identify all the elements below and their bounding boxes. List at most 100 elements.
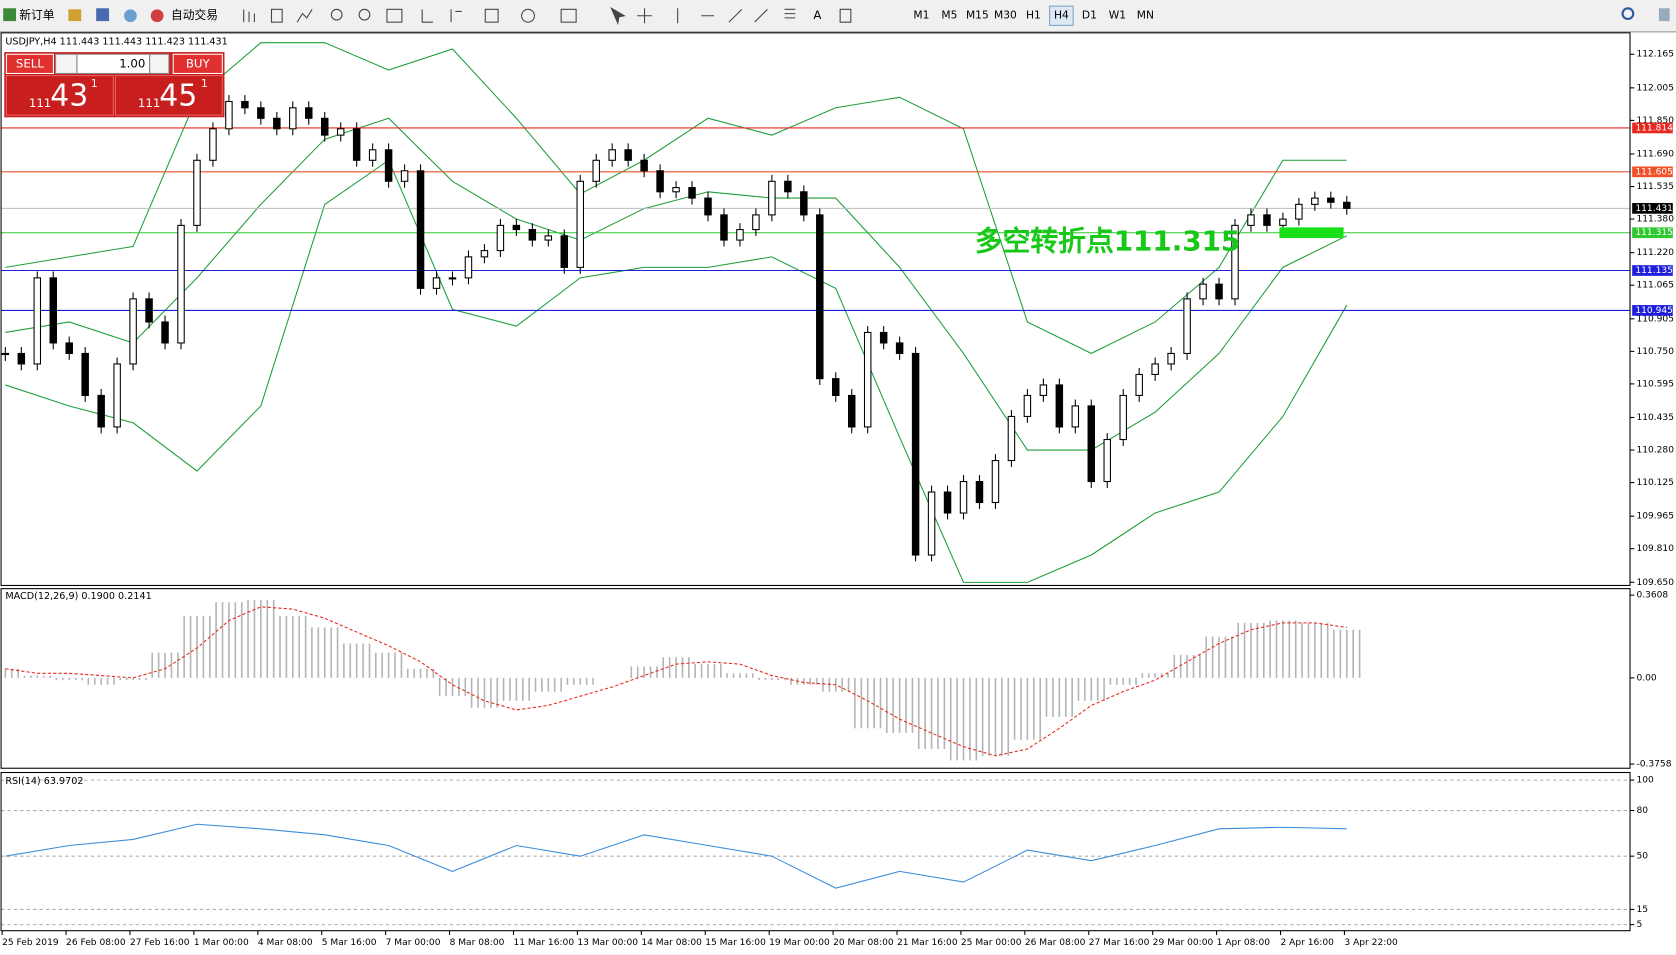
candle: [943, 491, 952, 514]
auto-trade-icon[interactable]: [150, 9, 164, 23]
x-tick-label: 20 Mar 08:00: [833, 938, 894, 948]
buy-price-box[interactable]: [114, 75, 223, 116]
tool-bars[interactable]: [243, 9, 255, 23]
timeframe-button[interactable]: H1: [1026, 9, 1041, 22]
buy-price-sup[interactable]: 1: [201, 77, 208, 90]
lots-up[interactable]: [149, 53, 170, 74]
x-tick-label: 1 Mar 00:00: [194, 938, 249, 948]
y-tick-label: 0.00: [1636, 673, 1656, 683]
candle: [113, 363, 121, 428]
tool-scroll[interactable]: [421, 9, 462, 23]
sell-price-box[interactable]: [5, 75, 114, 116]
candle: [352, 128, 361, 161]
candle: [1247, 214, 1255, 226]
level-label: 111.135: [1635, 266, 1673, 276]
toolbar-icon[interactable]: [68, 9, 82, 22]
indicators[interactable]: [484, 8, 499, 23]
candle: [129, 298, 137, 365]
buy-button[interactable]: [172, 53, 223, 74]
candle: [927, 491, 936, 556]
plot: 112.165 112.005 111.850 111.690 111.535 111.3…: [1, 42, 1674, 948]
timeframe-button[interactable]: M5: [941, 9, 957, 22]
tool-line[interactable]: [296, 9, 313, 23]
sell-button[interactable]: [5, 53, 54, 74]
timeframe-button[interactable]: MN: [1137, 9, 1154, 22]
sell-price-sup[interactable]: 1: [91, 77, 98, 90]
buy-label[interactable]: BUY: [186, 56, 211, 70]
lots-down[interactable]: [55, 53, 78, 74]
sell-label[interactable]: SELL: [16, 56, 44, 70]
lots-value[interactable]: 1.00: [119, 56, 145, 70]
x-tick-label: 26 Mar 08:00: [1025, 938, 1086, 948]
current-price-label: 111.431: [1635, 204, 1673, 214]
auto-trade[interactable]: 自动交易: [171, 8, 218, 22]
y-tick-label: 100: [1636, 776, 1654, 786]
candle: [193, 159, 201, 226]
candle: [1039, 384, 1048, 396]
candle: [400, 170, 409, 182]
toolbar-icon[interactable]: [123, 9, 137, 23]
timeframe-button[interactable]: M1: [913, 9, 929, 22]
periods[interactable]: [521, 8, 535, 23]
candle: [1343, 201, 1351, 209]
candle: [177, 224, 185, 344]
zoom-in[interactable]: [330, 8, 343, 21]
x-tick-label: 8 Mar 08:00: [450, 938, 505, 948]
y-tick-label: 112.165: [1636, 50, 1674, 60]
candle: [736, 229, 744, 241]
x-tick-label: 25 Mar 00:00: [961, 938, 1022, 948]
new-order-icon[interactable]: [3, 8, 17, 22]
candle: [257, 107, 265, 119]
level-label: 111.605: [1635, 167, 1673, 177]
search[interactable]: [1621, 7, 1635, 21]
level-tag: [1632, 166, 1673, 178]
candle: [544, 235, 553, 241]
text-tool[interactable]: A: [813, 8, 821, 22]
tool-candles[interactable]: [270, 8, 283, 23]
buy-price-big[interactable]: 111: [138, 96, 160, 110]
y-tick-label: 110.750: [1636, 347, 1674, 357]
macd-title: MACD(12,26,9) 0.1900 0.2141: [5, 591, 151, 602]
cursor[interactable]: [610, 6, 626, 26]
sell-price-big[interactable]: 111: [29, 96, 51, 110]
x-tick-label: 7 Mar 00:00: [386, 938, 441, 948]
draw-tools[interactable]: [637, 8, 796, 24]
x-tick-label: 27 Mar 16:00: [1089, 938, 1150, 948]
candle: [1295, 203, 1303, 220]
rsi-panel-frame: [0, 771, 1631, 932]
y-tick-label: 50: [1636, 852, 1648, 862]
candle: [1007, 415, 1016, 462]
timeframe-button[interactable]: H4: [1054, 9, 1069, 22]
candle: [416, 170, 425, 289]
sell-price-main[interactable]: 43: [50, 78, 88, 113]
candle: [432, 277, 441, 289]
new-order[interactable]: 新订单: [19, 8, 54, 22]
timeframe-button[interactable]: M30: [994, 9, 1017, 22]
x-tick-label: 3 Apr 22:00: [1344, 938, 1398, 948]
candle: [225, 100, 233, 130]
candle: [480, 250, 489, 258]
timeframe-button[interactable]: D1: [1082, 9, 1097, 22]
candle: [704, 197, 712, 216]
y-tick-label: 110.435: [1636, 413, 1674, 423]
toolbar-icon[interactable]: [96, 8, 110, 22]
timeframe-button[interactable]: M15: [966, 9, 989, 22]
candle: [895, 342, 904, 354]
toolbar: [0, 0, 1676, 32]
annotation: 多空转折点111.315: [975, 224, 1240, 257]
timeframe-button[interactable]: W1: [1109, 9, 1126, 22]
turning-point-marker: [1279, 227, 1344, 239]
buy-price-main[interactable]: 45: [159, 78, 197, 113]
candle: [592, 159, 600, 182]
candle: [576, 180, 584, 268]
templates[interactable]: [560, 8, 577, 23]
series-line: [5, 42, 1347, 354]
candle: [975, 480, 984, 504]
candle: [640, 159, 648, 172]
tile[interactable]: [386, 8, 403, 23]
label-tool[interactable]: [839, 8, 852, 23]
zoom-out[interactable]: [358, 8, 371, 21]
menu-icon[interactable]: [1658, 8, 1670, 22]
candle: [784, 180, 792, 193]
